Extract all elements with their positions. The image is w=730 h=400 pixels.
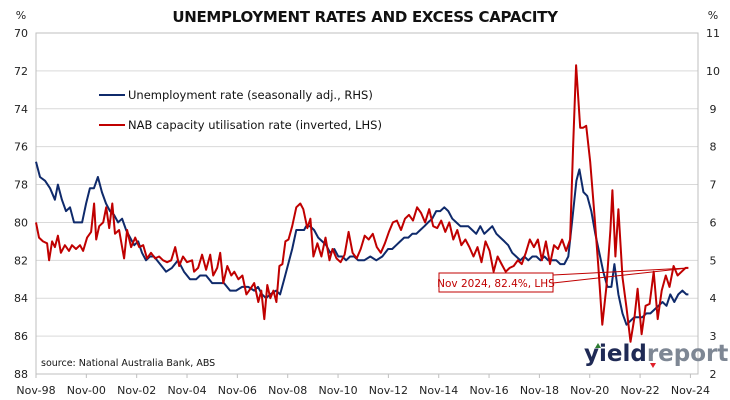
x-axis-tick-label: Nov-22 [621, 384, 660, 397]
x-axis-labels: Nov-98 Nov-00 Nov-02 Nov-04 Nov-06 Nov-08 Nov-… [16, 374, 710, 397]
right-axis-tick-label: 5 [710, 254, 717, 267]
chart-title: UNEMPLOYMENT RATES AND EXCESS CAPACITY [172, 8, 559, 26]
x-axis-tick-label: Nov-08 [268, 384, 307, 397]
x-axis-tick-label: Nov-06 [218, 384, 257, 397]
right-axis-unit: % [708, 9, 718, 22]
left-axis-labels: 70 72 74 76 78 80 82 84 86 88 [14, 27, 28, 381]
annotation-leader-1 [552, 267, 689, 276]
x-axis-tick-label: Nov-18 [520, 384, 559, 397]
series-line-nab-capacity [35, 64, 689, 343]
x-axis-tick-label: Nov-16 [469, 384, 508, 397]
gridlines [36, 70, 698, 337]
source-note: source: National Australia Bank, ABS [41, 358, 215, 369]
x-axis-tick-label: Nov-14 [419, 384, 458, 397]
left-axis-tick-label: 80 [14, 216, 28, 229]
right-axis-tick-label: 9 [710, 103, 717, 116]
series-lines [35, 64, 689, 343]
logo-text: yieldreport [584, 341, 728, 367]
left-axis-tick-label: 78 [14, 179, 28, 192]
left-axis-unit: % [16, 9, 26, 22]
x-axis-tick-label: Nov-98 [16, 384, 55, 397]
right-axis-tick-label: 3 [710, 330, 717, 343]
left-axis-tick-label: 72 [14, 65, 28, 78]
annotation: Nov 2024, 82.4%, LHS [437, 267, 689, 293]
x-axis-tick-label: Nov-24 [671, 384, 710, 397]
left-axis-tick-label: 84 [14, 292, 28, 305]
right-axis-tick-label: 8 [710, 141, 717, 154]
left-axis-tick-label: 86 [14, 330, 28, 343]
left-axis-tick-label: 76 [14, 141, 28, 154]
logo-up-arrow-icon [595, 343, 601, 348]
x-axis-tick-label: Nov-12 [369, 384, 408, 397]
legend: Unemployment rate (seasonally adj., RHS)… [99, 88, 382, 132]
legend-label-unemployment: Unemployment rate (seasonally adj., RHS) [128, 88, 373, 102]
x-axis-tick-label: Nov-10 [318, 384, 357, 397]
annotation-label: Nov 2024, 82.4%, LHS [437, 278, 555, 290]
annotation-leader-2 [552, 267, 689, 284]
x-axis-tick-label: Nov-20 [570, 384, 609, 397]
x-axis-tick-label: Nov-00 [67, 384, 106, 397]
right-axis-tick-label: 4 [710, 292, 717, 305]
yieldreport-logo: yieldreport [584, 341, 728, 368]
legend-label-nab: NAB capacity utilisation rate (inverted,… [128, 118, 382, 132]
right-axis-tick-label: 7 [710, 179, 717, 192]
right-axis-tick-label: 6 [710, 216, 717, 229]
annotation-box [438, 272, 554, 293]
logo-down-arrow-icon [650, 363, 656, 368]
left-axis-tick-label: 82 [14, 254, 28, 267]
left-axis-tick-label: 70 [14, 27, 28, 40]
right-axis-tick-label: 11 [706, 27, 720, 40]
left-axis-tick-label: 88 [14, 368, 28, 381]
x-axis-tick-label: Nov-04 [167, 384, 206, 397]
plot-area-border [35, 32, 699, 375]
x-axis-tick-label: Nov-02 [117, 384, 156, 397]
right-axis-tick-label: 2 [710, 368, 717, 381]
right-axis-labels: 11 10 9 8 7 6 5 4 3 2 [706, 27, 720, 381]
right-axis-tick-label: 10 [706, 65, 720, 78]
left-axis-tick-label: 74 [14, 103, 28, 116]
